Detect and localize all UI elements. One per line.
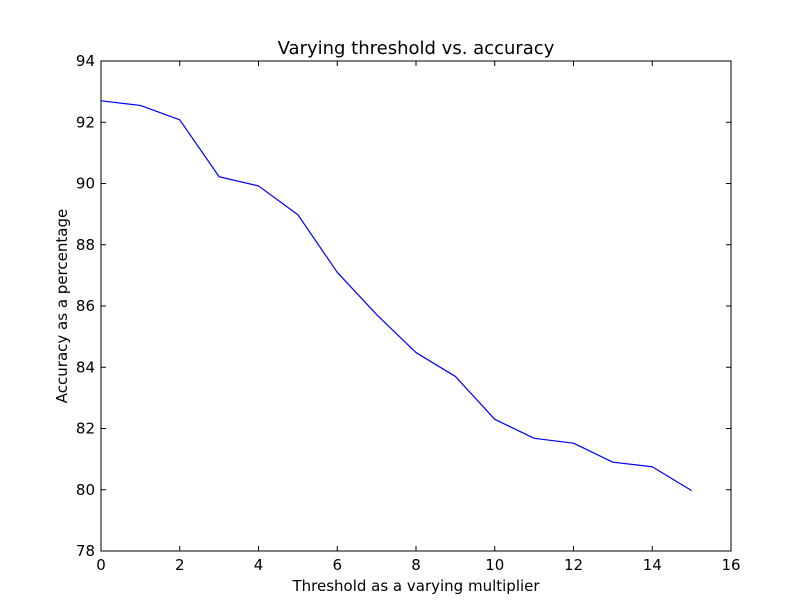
chart-title: Varying threshold vs. accuracy <box>278 38 555 59</box>
y-axis-label: Accuracy as a percentage <box>53 209 71 403</box>
x-tick-label: 4 <box>254 556 264 574</box>
plot-area: 0 2 4 6 8 10 12 14 16 78 80 82 84 86 88 90 92 94 <box>76 52 741 574</box>
y-tick-label: 84 <box>76 358 95 376</box>
y-tick-label: 92 <box>76 113 95 131</box>
x-tick-label: 2 <box>175 556 185 574</box>
x-tick-label: 14 <box>643 556 662 574</box>
y-tick-label: 80 <box>76 481 95 499</box>
series-line-0 <box>100 100 692 492</box>
y-tick-label: 78 <box>76 542 95 560</box>
y-tick-label: 88 <box>76 236 95 254</box>
y-tick-label: 94 <box>76 52 95 70</box>
x-tick-label: 16 <box>721 556 740 574</box>
y-tick-label: 86 <box>76 297 95 315</box>
x-tick-label: 6 <box>332 556 342 574</box>
x-tick-label: 0 <box>96 556 106 574</box>
y-tick-label: 82 <box>76 420 95 438</box>
x-tick-label: 12 <box>564 556 583 574</box>
plot-frame <box>100 60 732 552</box>
y-tick-label: 90 <box>76 175 95 193</box>
x-tick-label: 8 <box>411 556 421 574</box>
x-axis-label: Threshold as a varying multiplier <box>291 577 540 595</box>
x-tick-label: 10 <box>485 556 504 574</box>
